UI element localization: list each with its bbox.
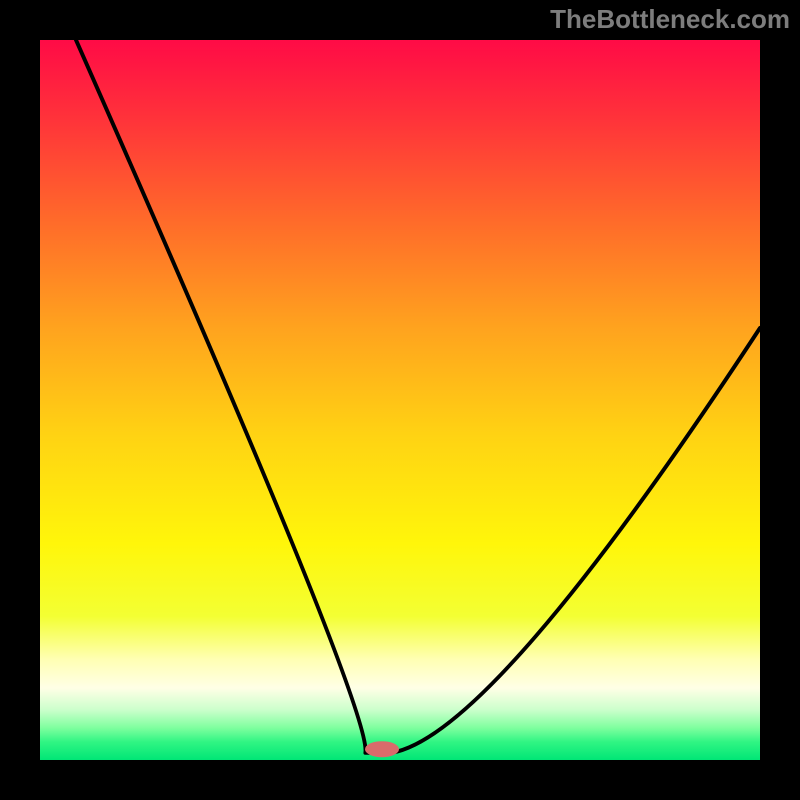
optimal-point-marker [365,741,399,757]
bottleneck-chart: TheBottleneck.com [0,0,800,800]
watermark-text: TheBottleneck.com [550,4,790,35]
plot-background [40,40,760,760]
chart-svg [0,0,800,800]
